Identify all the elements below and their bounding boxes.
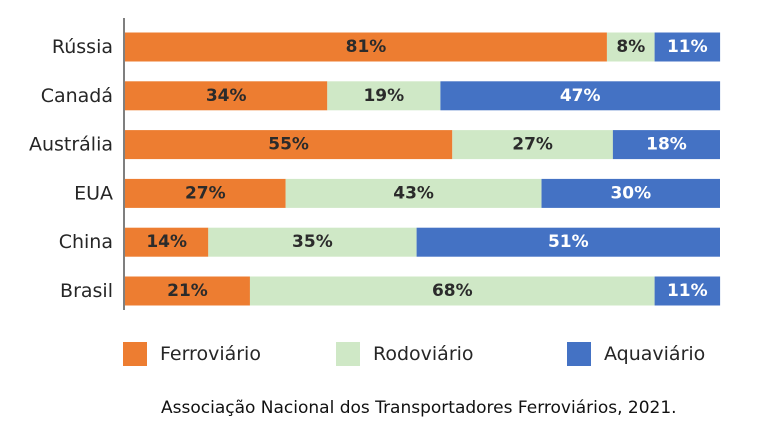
data-label: 27%: [185, 183, 226, 203]
category-label: China: [59, 231, 113, 253]
bar-segment: [327, 81, 441, 111]
data-label: 43%: [393, 183, 434, 203]
bars-group: 81% 8% 11% 34% 19% 47% 55% 27% 18% 27% 43% 30% 14% 35…: [125, 32, 721, 306]
data-label: 21%: [167, 281, 208, 301]
bar-segment: [654, 276, 721, 306]
data-label: 47%: [560, 86, 601, 106]
bar-segment: [249, 276, 655, 306]
category-label: EUA: [74, 182, 113, 204]
source-caption: Associação Nacional dos Transportadores …: [161, 398, 677, 418]
data-label: 34%: [206, 86, 247, 106]
legend-label: Aquaviário: [604, 343, 705, 365]
stacked-bar-chart: 81% 8% 11% 34% 19% 47% 55% 27% 18% 27% 43% 30% 14% 35…: [29, 18, 721, 366]
data-label: 18%: [646, 135, 687, 155]
data-label: 30%: [610, 183, 651, 203]
legend-label: Ferroviário: [160, 343, 261, 365]
bar-segment: [125, 276, 250, 306]
legend-swatch: [336, 342, 360, 366]
data-label: 11%: [667, 37, 708, 57]
data-label: 14%: [146, 232, 187, 252]
bar-segment: [607, 32, 655, 62]
legend: Ferroviário Rodoviário Aquaviário: [123, 342, 705, 366]
category-label: Canadá: [41, 85, 113, 107]
bar-segment: [612, 130, 720, 160]
category-labels: Rússia Canadá Austrália EUA China Brasil: [29, 36, 113, 302]
bar-segment: [440, 81, 721, 111]
legend-label: Rodoviário: [373, 343, 474, 365]
data-label: 35%: [292, 232, 333, 252]
bar-segment: [208, 227, 417, 257]
data-label: 81%: [346, 37, 387, 57]
data-label: 51%: [548, 232, 589, 252]
data-label: 8%: [616, 37, 645, 57]
data-label: 27%: [512, 135, 553, 155]
bar-segment: [125, 130, 453, 160]
bar-segment: [541, 178, 720, 208]
bar-segment: [285, 178, 542, 208]
category-label: Rússia: [52, 36, 113, 58]
legend-swatch: [567, 342, 591, 366]
bar-segment: [125, 227, 209, 257]
category-label: Austrália: [29, 134, 113, 156]
bar-segment: [654, 32, 721, 62]
data-label: 11%: [667, 281, 708, 301]
data-label: 55%: [268, 135, 309, 155]
bar-segment: [125, 32, 607, 62]
data-label: 19%: [363, 86, 404, 106]
bar-segment: [416, 227, 720, 257]
legend-swatch: [123, 342, 147, 366]
bar-segment: [452, 130, 613, 160]
data-label: 68%: [432, 281, 473, 301]
category-label: Brasil: [60, 280, 113, 302]
bar-segment: [125, 81, 328, 111]
bar-segment: [125, 178, 286, 208]
